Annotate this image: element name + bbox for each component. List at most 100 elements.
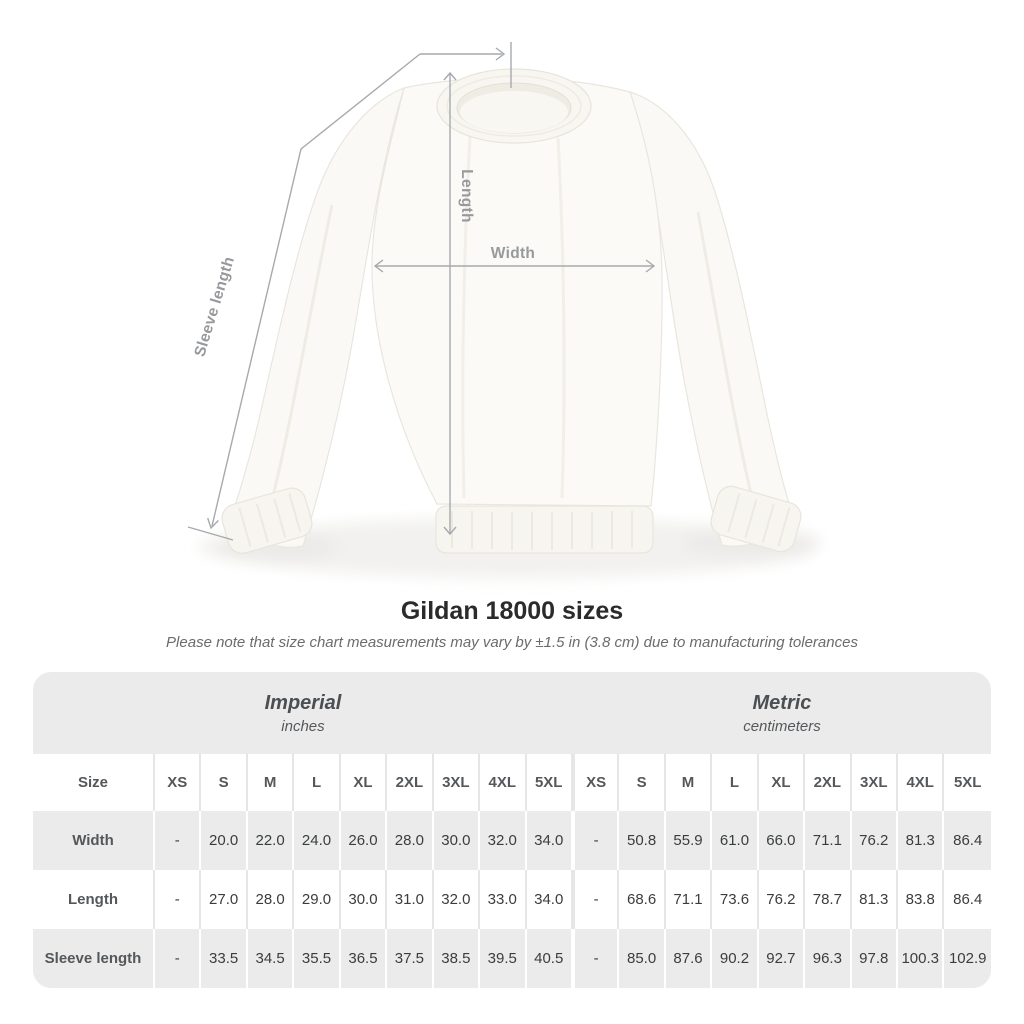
- imperial-value-cell: 39.5: [480, 929, 527, 988]
- imperial-value-cell: 33.0: [480, 870, 527, 929]
- imperial-value-cell: 33.5: [201, 929, 248, 988]
- imperial-value-cell: 34.0: [526, 811, 573, 870]
- imperial-value-cell: 28.0: [387, 811, 434, 870]
- sleeve-length-line: [211, 53, 421, 527]
- imperial-value-cell: -: [155, 811, 202, 870]
- tolerance-note: Please note that size chart measurements…: [166, 634, 858, 651]
- imperial-value-cell: 38.5: [433, 929, 481, 988]
- metric-value-cell: 81.3: [851, 870, 898, 929]
- sweatshirt-illustration: Length Width Sleeve length: [187, 42, 822, 578]
- row-label: Width: [33, 811, 155, 870]
- metric-size-header: S: [619, 754, 666, 811]
- metric-value-cell: 81.3: [898, 811, 945, 870]
- imperial-value-cell: 37.5: [387, 929, 434, 988]
- metric-value-cell: 61.0: [712, 811, 759, 870]
- imperial-value-cell: 28.0: [247, 870, 295, 929]
- length-label: Length: [458, 169, 475, 222]
- metric-size-header: L: [712, 754, 759, 811]
- metric-value-cell: 87.6: [665, 929, 713, 988]
- metric-value-cell: 76.2: [758, 870, 806, 929]
- measurement-row: Sleeve length -33.5 34.5 35.5 36.5 37.5 38.5 39…: [33, 929, 991, 988]
- imperial-value-cell: 40.5: [526, 929, 573, 988]
- metric-value-cell: 97.8: [851, 929, 898, 988]
- metric-group-header: Metric centimeters: [572, 672, 991, 754]
- imperial-group-unit: inches: [281, 717, 325, 735]
- metric-value-cell: 68.6: [619, 870, 666, 929]
- metric-value-cell: 86.4: [944, 811, 991, 870]
- metric-value-cell: 71.1: [665, 870, 713, 929]
- imperial-value-cell: 31.0: [387, 870, 434, 929]
- imperial-value-cell: 32.0: [480, 811, 527, 870]
- crewneck-collar: [436, 68, 592, 144]
- metric-value-cell: 71.1: [805, 811, 852, 870]
- imperial-size-header: 4XL: [480, 754, 527, 811]
- metric-value-cell: 102.9: [944, 929, 991, 988]
- page-title: Gildan 18000 sizes: [400, 597, 624, 625]
- metric-value-cell: 90.2: [712, 929, 759, 988]
- imperial-size-header: XL: [340, 754, 388, 811]
- size-chart-table: Imperial inches Metric centimeters Size …: [33, 672, 991, 988]
- metric-size-header: 3XL: [851, 754, 898, 811]
- imperial-size-header: XS: [155, 754, 202, 811]
- metric-size-header: XL: [758, 754, 806, 811]
- imperial-value-cell: 36.5: [340, 929, 388, 988]
- metric-value-cell: -: [572, 929, 620, 988]
- sleeve-end-tick: [187, 526, 234, 541]
- imperial-value-cell: 22.0: [247, 811, 295, 870]
- size-table-body: Width -20.0 22.0 24.0 26.0 28.0 30.0 32.0 34.0-5…: [33, 811, 991, 988]
- metric-value-cell: 50.8: [619, 811, 666, 870]
- imperial-size-header: L: [294, 754, 341, 811]
- waistband: [435, 505, 654, 554]
- imperial-value-cell: 24.0: [294, 811, 341, 870]
- row-label: Length: [33, 870, 155, 929]
- measurement-row: Width -20.0 22.0 24.0 26.0 28.0 30.0 32.0 34.0-5…: [33, 811, 991, 870]
- size-chart-table-container: Imperial inches Metric centimeters Size …: [33, 672, 991, 988]
- imperial-value-cell: -: [155, 870, 202, 929]
- metric-size-header: 2XL: [805, 754, 852, 811]
- imperial-size-header: 5XL: [526, 754, 573, 811]
- imperial-value-cell: 30.0: [433, 811, 481, 870]
- metric-value-cell: 55.9: [665, 811, 713, 870]
- sleeve-end-arrowhead: [207, 517, 219, 530]
- imperial-value-cell: 30.0: [340, 870, 388, 929]
- imperial-group-header: Imperial inches: [33, 672, 573, 754]
- imperial-size-header: 2XL: [387, 754, 434, 811]
- metric-size-header: XS: [572, 754, 620, 811]
- imperial-value-cell: 32.0: [433, 870, 481, 929]
- imperial-value-cell: 20.0: [201, 811, 248, 870]
- metric-value-cell: 73.6: [712, 870, 759, 929]
- product-measurement-diagram: Length Width Sleeve length: [187, 42, 822, 578]
- metric-value-cell: 85.0: [619, 929, 666, 988]
- width-right-arrowhead: [645, 259, 656, 273]
- metric-size-header: M: [665, 754, 713, 811]
- row-label: Sleeve length: [33, 929, 155, 988]
- imperial-size-header: 3XL: [433, 754, 481, 811]
- imperial-value-cell: -: [155, 929, 202, 988]
- imperial-size-header: S: [201, 754, 248, 811]
- length-bottom-arrowhead: [443, 526, 457, 536]
- metric-size-header: 5XL: [944, 754, 991, 811]
- imperial-value-cell: 35.5: [294, 929, 341, 988]
- metric-value-cell: 92.7: [758, 929, 806, 988]
- metric-value-cell: 96.3: [805, 929, 852, 988]
- size-corner-header: Size: [33, 754, 155, 811]
- width-label: Width: [491, 245, 535, 262]
- sleeve-top-arrowhead: [495, 47, 506, 61]
- metric-value-cell: 66.0: [758, 811, 806, 870]
- imperial-value-cell: 34.0: [526, 870, 573, 929]
- measurement-row: Length -27.0 28.0 29.0 30.0 31.0 32.0 33.0 34.0-…: [33, 870, 991, 929]
- imperial-value-cell: 27.0: [201, 870, 248, 929]
- right-cuff: [710, 485, 802, 553]
- metric-value-cell: 78.7: [805, 870, 852, 929]
- metric-value-cell: 76.2: [851, 811, 898, 870]
- metric-group-unit: centimeters: [743, 717, 821, 735]
- left-cuff: [221, 487, 313, 554]
- imperial-value-cell: 34.5: [247, 929, 295, 988]
- metric-value-cell: -: [572, 870, 620, 929]
- metric-group-label: Metric: [752, 691, 812, 714]
- length-top-arrowhead: [443, 71, 457, 81]
- sleeve-length-label: Sleeve length: [191, 255, 238, 359]
- measurement-lines: [187, 42, 656, 541]
- metric-value-cell: 83.8: [898, 870, 945, 929]
